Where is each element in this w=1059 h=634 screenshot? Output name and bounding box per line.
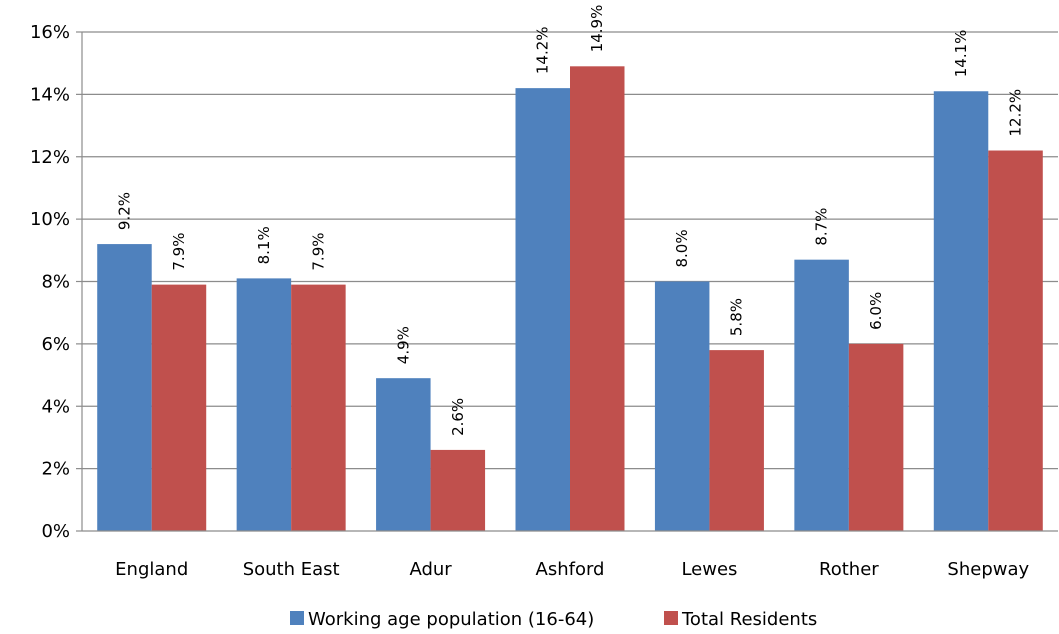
- legend: Working age population (16-64) Total Resi…: [290, 609, 817, 630]
- bar-working-age-ashford: [515, 88, 570, 531]
- data-label: 7.9%: [309, 233, 327, 271]
- bars: [97, 66, 1043, 532]
- y-tick-label: 4%: [41, 396, 70, 417]
- bar-working-age-england: [97, 244, 152, 531]
- legend-swatch: [290, 611, 304, 625]
- y-tick-label: 12%: [30, 147, 70, 168]
- y-tick-label: 8%: [41, 272, 70, 293]
- x-category-label: South East: [243, 559, 340, 580]
- y-tick-label: 0%: [41, 521, 70, 542]
- bar-working-age-lewes: [654, 281, 710, 531]
- bar-working-age-rother: [794, 259, 849, 531]
- bar-total-residents-rother: [848, 343, 904, 531]
- y-tick-label: 2%: [41, 459, 70, 480]
- data-labels: 9.2% 7.9% 8.1% 7.9% 4.9% 2.6% 14.2% 14.9% 8.0% 5.…: [115, 5, 1024, 436]
- x-category-label: Lewes: [681, 559, 737, 580]
- bar-working-age-south-east: [236, 278, 292, 531]
- legend-label: Total Residents: [681, 609, 817, 630]
- bar-working-age-shepway: [933, 91, 989, 531]
- data-label: 8.0%: [673, 229, 691, 267]
- y-tick-label: 16%: [30, 22, 70, 43]
- data-label: 8.1%: [255, 226, 273, 264]
- data-label: 12.2%: [1007, 89, 1025, 137]
- bar-total-residents-england: [151, 284, 207, 531]
- x-category-label: Adur: [409, 559, 452, 580]
- data-label: 7.9%: [170, 233, 188, 271]
- y-tick-label: 6%: [41, 334, 70, 355]
- legend-swatch: [664, 611, 678, 625]
- x-category-label: Ashford: [536, 559, 605, 580]
- data-label: 14.9%: [588, 5, 606, 53]
- bar-total-residents-south-east: [291, 284, 346, 531]
- x-category-label: England: [115, 559, 188, 580]
- bar-total-residents-ashford: [570, 66, 625, 532]
- bar-total-residents-adur: [430, 449, 486, 531]
- bar-working-age-adur: [376, 378, 431, 531]
- x-category-label: Rother: [819, 559, 879, 580]
- data-label: 2.6%: [449, 398, 467, 436]
- bar-total-residents-shepway: [988, 150, 1043, 531]
- data-label: 8.7%: [813, 208, 831, 246]
- x-category-label: Shepway: [947, 559, 1029, 580]
- data-label: 9.2%: [115, 192, 133, 230]
- data-label: 14.2%: [534, 26, 552, 74]
- data-label: 5.8%: [728, 298, 746, 336]
- y-tick-label: 10%: [30, 209, 70, 230]
- data-label: 14.1%: [952, 30, 970, 78]
- axes: 0% 2% 4% 6% 8% 10% 12% 14% 16% England South East A…: [30, 22, 1058, 580]
- y-tick-label: 14%: [30, 84, 70, 105]
- data-label: 4.9%: [394, 326, 412, 364]
- legend-label: Working age population (16-64): [308, 609, 594, 630]
- data-label: 6.0%: [867, 292, 885, 330]
- bar-total-residents-lewes: [709, 350, 764, 531]
